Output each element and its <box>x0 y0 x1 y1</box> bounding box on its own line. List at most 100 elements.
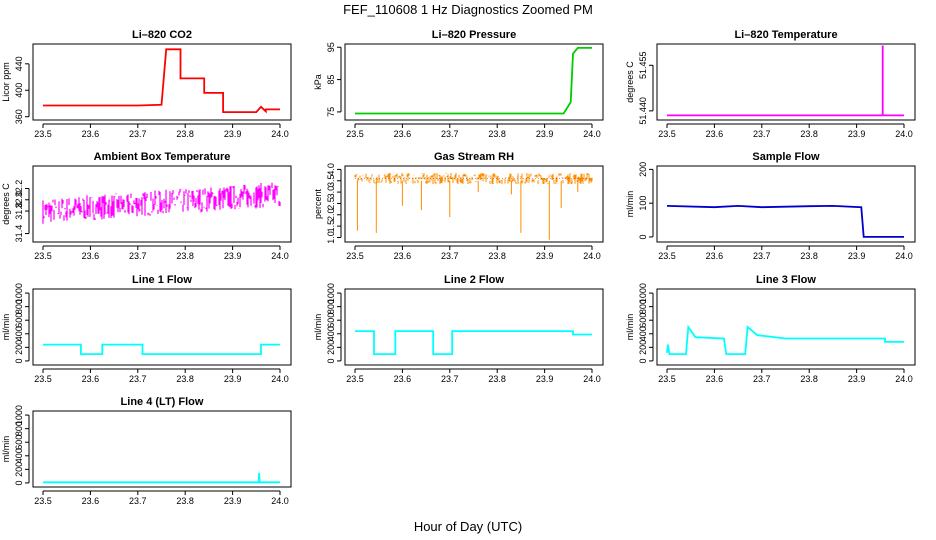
chart-panel: Line 3 Flow 23.5 23.6 23.7 23.8 23.9 24.0 0 2004… <box>625 274 916 384</box>
plot-area <box>355 47 592 115</box>
series-line-li-820-pressure <box>355 47 592 115</box>
x-tick-label: 23.5 <box>34 129 52 139</box>
x-tick-label: 23.7 <box>129 374 147 384</box>
x-tick-label: 23.8 <box>800 129 818 139</box>
x-tick-label: 23.9 <box>536 129 554 139</box>
x-tick-label: 24.0 <box>271 251 289 261</box>
y-tick-label: 600 <box>14 435 24 450</box>
y-tick-label: 100 <box>638 196 648 211</box>
plot-frame-line-1-flow <box>32 288 292 366</box>
x-tick-label: 23.9 <box>224 374 242 384</box>
x-tick-label: 24.0 <box>583 374 601 384</box>
y-axis-label-li-820-temperature: degrees C <box>625 61 635 103</box>
y-axis-label-line-1-flow: ml/min <box>1 314 11 341</box>
x-tick-label: 24.0 <box>583 129 601 139</box>
y-tick-label: 200 <box>326 340 336 355</box>
chart-panels: Li–820 CO2 23.5 23.6 23.7 23.8 23.9 24.0 360 400… <box>1 29 916 506</box>
x-tick-label: 24.0 <box>271 374 289 384</box>
plot-frame-li-820-temperature <box>656 43 916 121</box>
x-tick-label: 23.6 <box>706 251 724 261</box>
series-line-line-1-flow <box>43 343 280 356</box>
y-tick-label: 400 <box>14 83 24 98</box>
x-tick-label: 23.7 <box>441 374 459 384</box>
x-tick-label: 23.5 <box>658 251 676 261</box>
series-line-li-820-co2 <box>43 48 280 114</box>
panel-title-line-3-flow: Line 3 Flow <box>756 274 816 286</box>
panel-title-line-2-flow: Line 2 Flow <box>444 274 504 286</box>
x-tick-label: 23.5 <box>346 251 364 261</box>
panel-title-li-820-co2: Li–820 CO2 <box>132 29 192 41</box>
x-tick-label: 23.9 <box>848 251 866 261</box>
chart-panel: Li–820 Temperature 23.5 23.6 23.7 23.8 23.9 24… <box>625 29 916 139</box>
x-tick-label: 24.0 <box>895 374 913 384</box>
y-tick-label: 1000 <box>14 405 24 425</box>
x-tick-label: 23.6 <box>394 374 412 384</box>
y-tick-label: 85 <box>326 75 336 85</box>
x-tick-label: 23.6 <box>82 251 100 261</box>
x-tick-label: 23.9 <box>224 129 242 139</box>
series-line-ambient-box-temperature <box>42 182 281 224</box>
x-tick-label: 23.9 <box>536 374 554 384</box>
plot-frame-li-820-co2 <box>32 43 292 121</box>
x-tick-label: 23.9 <box>224 496 242 506</box>
chart-panel: Gas Stream RH 23.5 23.6 23.7 23.8 23.9 24.0 1.0… <box>313 151 604 261</box>
series-line-li-820-temperature <box>667 45 904 117</box>
plot-area <box>42 182 281 224</box>
y-tick-label: 1000 <box>14 283 24 303</box>
plot-frame-ambient-box-temperature <box>32 165 292 243</box>
plot-area <box>666 324 904 356</box>
x-tick-label: 23.6 <box>706 129 724 139</box>
y-tick-label: 400 <box>14 326 24 341</box>
chart-panel: Sample Flow 23.5 23.6 23.7 23.8 23.9 24.0 0 100 2… <box>625 151 916 261</box>
y-axis-label-line-2-flow: ml/min <box>313 314 323 341</box>
x-tick-label: 24.0 <box>583 251 601 261</box>
panel-title-ambient-box-temperature: Ambient Box Temperature <box>94 151 231 163</box>
x-tick-label: 23.5 <box>658 129 676 139</box>
y-axis-label-ambient-box-temperature: degrees C <box>1 183 11 225</box>
y-tick-label: 31.4 <box>14 225 24 243</box>
y-axis-label-gas-stream-rh: percent <box>313 188 323 219</box>
y-tick-label: 1.5 <box>326 220 336 233</box>
x-tick-label: 23.8 <box>176 374 194 384</box>
x-tick-label: 23.7 <box>129 496 147 506</box>
y-tick-label: 400 <box>638 326 648 341</box>
panel-title-line-4-lt-flow: Line 4 (LT) Flow <box>121 396 204 408</box>
y-tick-label: 0 <box>638 234 648 239</box>
y-tick-label: 400 <box>326 326 336 341</box>
x-tick-label: 23.7 <box>129 251 147 261</box>
x-tick-label: 23.8 <box>800 374 818 384</box>
chart-panel: Line 1 Flow 23.5 23.6 23.7 23.8 23.9 24.0 0 2004… <box>1 274 292 384</box>
x-tick-label: 23.5 <box>346 129 364 139</box>
panel-title-sample-flow: Sample Flow <box>752 151 820 163</box>
plot-frame-sample-flow <box>656 165 916 243</box>
x-tick-label: 23.6 <box>706 374 724 384</box>
y-tick-label: 0 <box>14 358 24 363</box>
y-axis-label-line-3-flow: ml/min <box>625 314 635 341</box>
chart-panel: Line 4 (LT) Flow 23.5 23.6 23.7 23.8 23.9 24.0… <box>1 396 292 506</box>
y-axis-label-li-820-co2: Licor ppm <box>1 62 11 102</box>
x-tick-label: 23.5 <box>34 496 52 506</box>
x-tick-label: 23.7 <box>441 251 459 261</box>
y-tick-label: 0 <box>638 358 648 363</box>
y-tick-label: 600 <box>638 313 648 328</box>
panel-title-li-820-temperature: Li–820 Temperature <box>734 29 837 41</box>
series-line-line-2-flow <box>355 330 592 356</box>
x-tick-label: 23.9 <box>224 251 242 261</box>
x-axis-label: Hour of Day (UTC) <box>414 519 522 534</box>
chart-panel: Line 2 Flow 23.5 23.6 23.7 23.8 23.9 24.0 0 2004… <box>313 274 604 384</box>
x-tick-label: 23.7 <box>753 374 771 384</box>
y-tick-label: 1.0 <box>326 231 336 244</box>
y-axis-label-sample-flow: ml/min <box>625 191 635 218</box>
plot-area <box>43 48 280 114</box>
y-tick-label: 400 <box>14 448 24 463</box>
x-tick-label: 23.8 <box>176 129 194 139</box>
y-tick-label: 2.5 <box>326 197 336 210</box>
y-tick-label: 3.0 <box>326 186 336 199</box>
y-tick-label: 200 <box>638 162 648 177</box>
x-tick-label: 23.8 <box>176 496 194 506</box>
x-tick-label: 24.0 <box>895 129 913 139</box>
y-tick-label: 1000 <box>638 283 648 303</box>
figure-title: FEF_110608 1 Hz Diagnostics Zoomed PM <box>343 2 593 17</box>
plot-frame-line-3-flow <box>656 288 916 366</box>
